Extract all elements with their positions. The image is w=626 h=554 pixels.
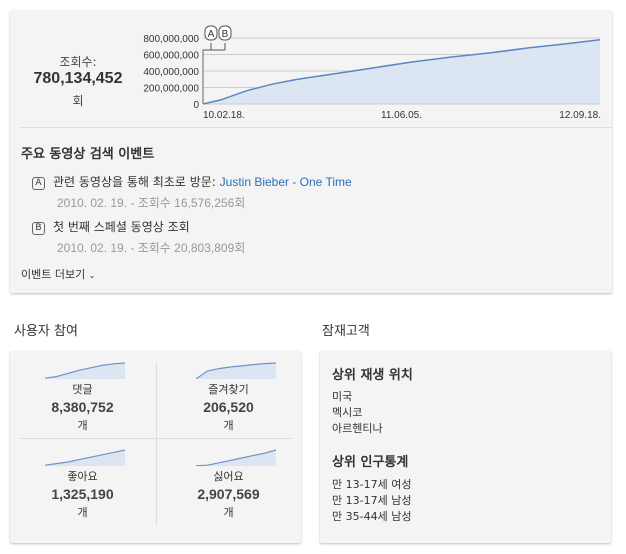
audience-title: 잠재고객 bbox=[322, 324, 370, 339]
sparkline bbox=[45, 362, 125, 379]
metric-unit: 개 bbox=[77, 419, 88, 432]
metric-value: 8,380,752 bbox=[51, 399, 114, 415]
y-tick-label: 200,000,000 bbox=[143, 84, 199, 95]
engagement-metric: 싫어요 2,907,569 개 bbox=[156, 448, 301, 520]
event-badge: B bbox=[32, 222, 45, 235]
demographic-item: 만 13-17세 여성 bbox=[332, 478, 412, 491]
metric-value: 206,520 bbox=[203, 399, 254, 415]
events-title: 주요 동영상 검색 이벤트 bbox=[21, 147, 155, 162]
demographics-list: 만 13-17세 여성 만 13-17세 남성 만 35-44세 남성 bbox=[332, 477, 411, 525]
location-list: 미국 멕시코 아르헨티나 bbox=[332, 389, 383, 437]
series-area bbox=[203, 39, 600, 105]
chevron-down-icon: ⌄ bbox=[88, 271, 96, 280]
metric-label: 즐겨찾기 bbox=[208, 383, 249, 396]
more-events-label: 이벤트 더보기 bbox=[21, 268, 86, 281]
x-tick-label: 12.09.18. bbox=[559, 110, 601, 121]
demographic-item: 만 35-44세 남성 bbox=[332, 510, 412, 523]
metric-label: 좋아요 bbox=[67, 470, 98, 483]
views-label: 조회수: bbox=[59, 55, 97, 69]
stats-card: 조회수: 780,134,452 회 800,000,000 600,000,00… bbox=[10, 10, 612, 293]
top-locations-title: 상위 재생 위치 bbox=[332, 368, 413, 383]
engagement-card: 댓글 8,380,752 개 즐겨찾기 206,520 개 좋아요 1,325,… bbox=[10, 351, 301, 543]
event-item: A 관련 동영상을 통해 최초로 방문: Justin Bieber - One … bbox=[32, 173, 352, 211]
sparkline-line bbox=[196, 362, 276, 379]
engagement-metric: 좋아요 1,325,190 개 bbox=[10, 448, 155, 520]
series-line bbox=[202, 38, 601, 105]
annotation-marker bbox=[204, 25, 218, 41]
sparkline-line bbox=[45, 362, 125, 379]
y-tick-label: 0 bbox=[193, 100, 199, 111]
sparkline bbox=[45, 449, 125, 466]
event-badge: A bbox=[32, 177, 45, 190]
x-tick-label: 10.02.18. bbox=[203, 110, 245, 121]
views-chart: 800,000,000 600,000,000 400,000,000 200,000… bbox=[143, 25, 601, 121]
y-tick-label: 800,000,000 bbox=[143, 34, 199, 45]
sparkline bbox=[196, 449, 276, 466]
metric-unit: 개 bbox=[77, 506, 88, 519]
event-text: 관련 동영상을 통해 최초로 방문: bbox=[53, 175, 220, 189]
metric-label: 싫어요 bbox=[213, 470, 244, 483]
divider bbox=[156, 363, 157, 525]
engagement-title: 사용자 참여 bbox=[14, 324, 78, 339]
y-tick-label: 400,000,000 bbox=[143, 67, 199, 78]
sparkline-line bbox=[45, 449, 125, 466]
location-item: 멕시코 bbox=[332, 406, 363, 419]
views-unit: 회 bbox=[72, 94, 84, 108]
sparkline-line bbox=[196, 449, 276, 466]
metric-unit: 개 bbox=[223, 506, 234, 519]
location-item: 미국 bbox=[332, 390, 353, 403]
engagement-metric: 즐겨찾기 206,520 개 bbox=[156, 361, 301, 433]
annotation-label: A bbox=[208, 29, 215, 40]
metric-label: 댓글 bbox=[72, 383, 93, 396]
annotation-label: B bbox=[222, 29, 229, 40]
x-tick-label: 11.06.05. bbox=[381, 110, 422, 121]
event-sub: 2010. 02. 19. - 조회수 20,803,809회 bbox=[57, 241, 246, 255]
more-events-button[interactable]: 이벤트 더보기 ⌄ bbox=[21, 266, 95, 282]
annotation-connector bbox=[203, 43, 226, 51]
event-item: B 첫 번째 스페셜 동영상 조회 2010. 02. 19. - 조회수 20,… bbox=[32, 218, 245, 256]
location-item: 아르헨티나 bbox=[332, 422, 383, 435]
event-text: 첫 번째 스페셜 동영상 조회 bbox=[53, 220, 190, 234]
annotation-marker bbox=[218, 25, 232, 41]
divider bbox=[20, 438, 292, 439]
divider bbox=[20, 127, 612, 128]
event-video-link[interactable]: Justin Bieber - One Time bbox=[219, 175, 352, 189]
sparkline-area bbox=[45, 363, 125, 379]
audience-card: 상위 재생 위치 미국 멕시코 아르헨티나 상위 인구통계 만 13-17세 여… bbox=[320, 351, 611, 543]
top-demographics-title: 상위 인구통계 bbox=[332, 455, 409, 470]
sparkline-area bbox=[196, 450, 276, 466]
metric-value: 2,907,569 bbox=[197, 486, 260, 502]
engagement-metric: 댓글 8,380,752 개 bbox=[10, 361, 155, 433]
demographic-item: 만 13-17세 남성 bbox=[332, 494, 412, 507]
sparkline-area bbox=[45, 450, 125, 466]
y-tick-label: 600,000,000 bbox=[143, 51, 199, 62]
sparkline bbox=[196, 362, 276, 379]
sparkline-area bbox=[196, 363, 276, 379]
views-total: 780,134,452 bbox=[33, 70, 123, 87]
event-sub: 2010. 02. 19. - 조회수 16,576,256회 bbox=[57, 196, 246, 210]
metric-value: 1,325,190 bbox=[51, 486, 114, 502]
metric-unit: 개 bbox=[223, 419, 234, 432]
